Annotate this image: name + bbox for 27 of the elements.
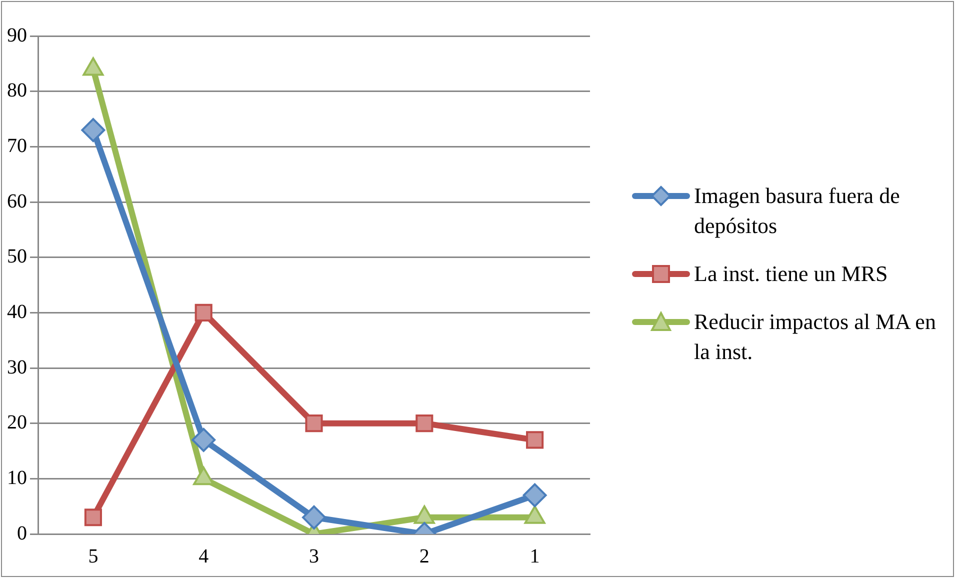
x-tick-label: 3 [309, 545, 319, 568]
y-tick-label: 50 [7, 246, 27, 268]
point [416, 414, 434, 432]
y-tick-label: 40 [7, 300, 27, 323]
x-tick-label: 4 [198, 545, 209, 568]
x-tick-label: 1 [530, 545, 540, 568]
point [81, 118, 106, 142]
point [194, 304, 212, 322]
y-tick-label: 90 [7, 24, 27, 46]
x-tick-label: 2 [419, 545, 430, 568]
y-tick-label: 70 [7, 134, 27, 157]
point [84, 508, 102, 526]
y-tick-label: 80 [7, 80, 27, 102]
y-tick-label: 0 [17, 522, 27, 544]
y-tick-label: 60 [7, 190, 27, 212]
point [526, 431, 544, 449]
legend-label: Reducir impactos al MA en la inst. [694, 308, 937, 366]
point [522, 483, 547, 508]
legend-label: Imagen basura fuera de depósitos [694, 182, 901, 240]
y-tick-label: 20 [7, 412, 27, 434]
point [302, 505, 326, 530]
point [305, 414, 323, 432]
legend-label: La inst. tiene un MRS [694, 260, 888, 288]
x-tick-label: 5 [88, 545, 98, 568]
point [192, 428, 216, 452]
y-tick-label: 30 [7, 356, 27, 378]
y-tick-label: 10 [7, 466, 27, 489]
